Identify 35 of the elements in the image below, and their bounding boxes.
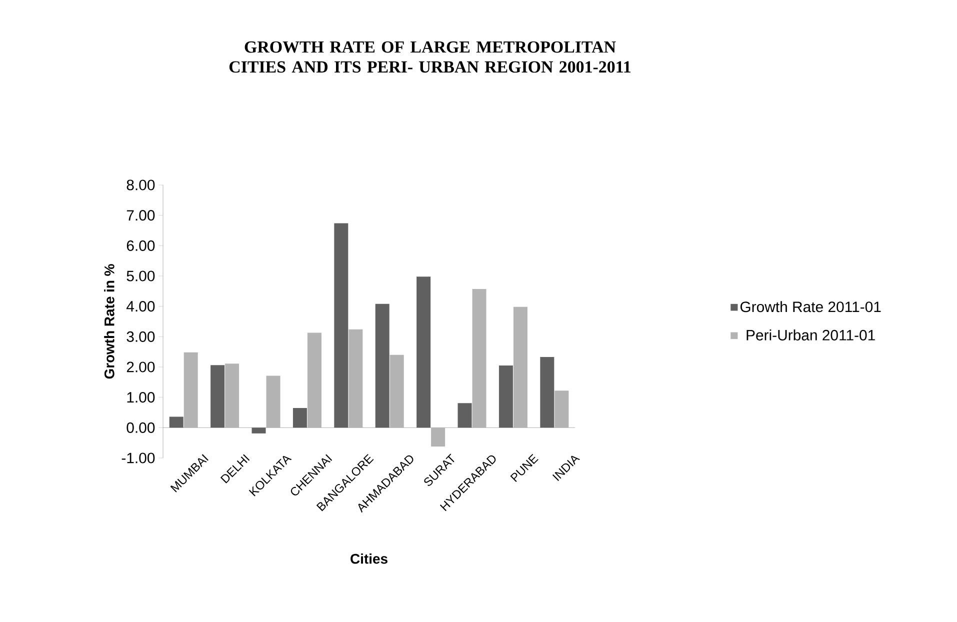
y-tick-label: -1.00 bbox=[122, 452, 155, 464]
y-tick-label: 7.00 bbox=[126, 210, 155, 221]
bar bbox=[472, 289, 486, 428]
y-axis-title: Growth Rate in % bbox=[104, 264, 114, 379]
bar bbox=[210, 365, 225, 428]
bar bbox=[169, 416, 184, 428]
x-axis-title: Cities bbox=[350, 554, 388, 564]
legend-label: Growth Rate 2011-01 bbox=[740, 301, 881, 312]
bar bbox=[334, 223, 348, 428]
bar bbox=[540, 356, 554, 428]
bar bbox=[225, 364, 240, 428]
bar bbox=[292, 408, 307, 428]
bar bbox=[390, 354, 404, 428]
y-tick-label: 6.00 bbox=[126, 240, 155, 251]
y-tick-label: 1.00 bbox=[127, 392, 155, 403]
bar bbox=[554, 390, 569, 428]
y-tick-label: 0.00 bbox=[126, 422, 155, 433]
legend-label: Peri-Urban 2011-01 bbox=[746, 329, 875, 340]
bar bbox=[513, 306, 528, 428]
bar bbox=[498, 365, 513, 428]
bar bbox=[307, 332, 322, 428]
bar bbox=[266, 376, 280, 428]
y-tick-label: 2.00 bbox=[126, 362, 155, 372]
y-tick-label: 3.00 bbox=[126, 331, 155, 342]
bar bbox=[431, 428, 446, 446]
y-tick-label: 8.00 bbox=[126, 180, 155, 190]
bar bbox=[375, 304, 390, 428]
y-tick-label: 4.00 bbox=[126, 301, 155, 312]
chart-title: GROWTH RATE OF LARGE METROPOLITAN CITIES AND ITS PERI- URBAN REGION 2001-2011 bbox=[229, 41, 630, 73]
bar bbox=[458, 403, 472, 428]
bar bbox=[184, 352, 198, 428]
bar bbox=[416, 276, 431, 428]
y-tick-label: 5.00 bbox=[126, 270, 155, 282]
bar bbox=[348, 329, 363, 428]
bar bbox=[252, 428, 266, 434]
